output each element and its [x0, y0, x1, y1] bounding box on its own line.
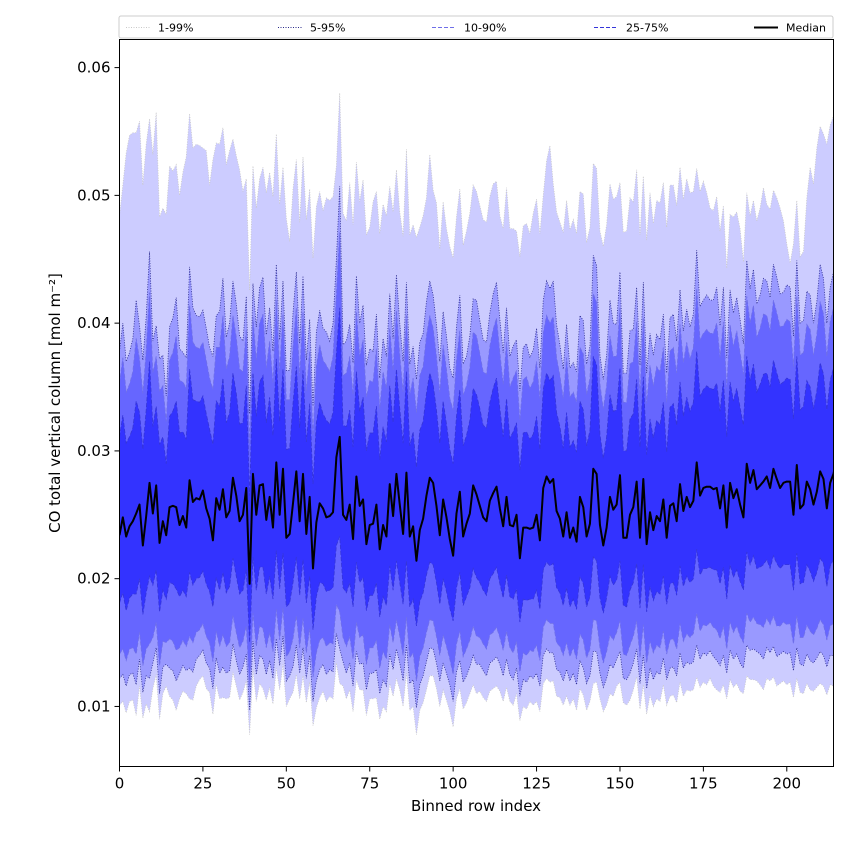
x-tick-label: 100 — [439, 775, 468, 793]
legend-label-median: Median — [786, 22, 826, 35]
x-tick-label: 0 — [115, 775, 125, 793]
legend-label-1-99-: 1-99% — [158, 22, 193, 35]
y-tick-label: 0.05 — [77, 186, 110, 204]
x-tick-label: 200 — [772, 775, 801, 793]
legend-label-10-90-: 10-90% — [464, 22, 506, 35]
y-tick-label: 0.04 — [77, 314, 110, 332]
y-tick-label: 0.02 — [77, 570, 110, 588]
x-tick-label: 25 — [193, 775, 212, 793]
legend-label-25-75-: 25-75% — [626, 22, 668, 35]
x-axis-label: Binned row index — [411, 797, 541, 815]
bands-layer — [120, 75, 850, 734]
legend: 1-99% 5-95% 10-90% 25-75% Median — [119, 16, 833, 38]
x-tick-label: 150 — [606, 775, 635, 793]
x-tick-label: 175 — [689, 775, 718, 793]
y-tick-label: 0.01 — [77, 697, 110, 715]
x-tick-label: 75 — [360, 775, 379, 793]
x-tick-label: 50 — [277, 775, 296, 793]
y-tick-label: 0.03 — [77, 442, 110, 460]
legend-label-5-95-: 5-95% — [310, 22, 345, 35]
y-axis-label: CO total vertical column [mol m⁻²] — [46, 273, 64, 533]
y-tick-label: 0.06 — [77, 59, 110, 77]
x-tick-label: 125 — [522, 775, 551, 793]
